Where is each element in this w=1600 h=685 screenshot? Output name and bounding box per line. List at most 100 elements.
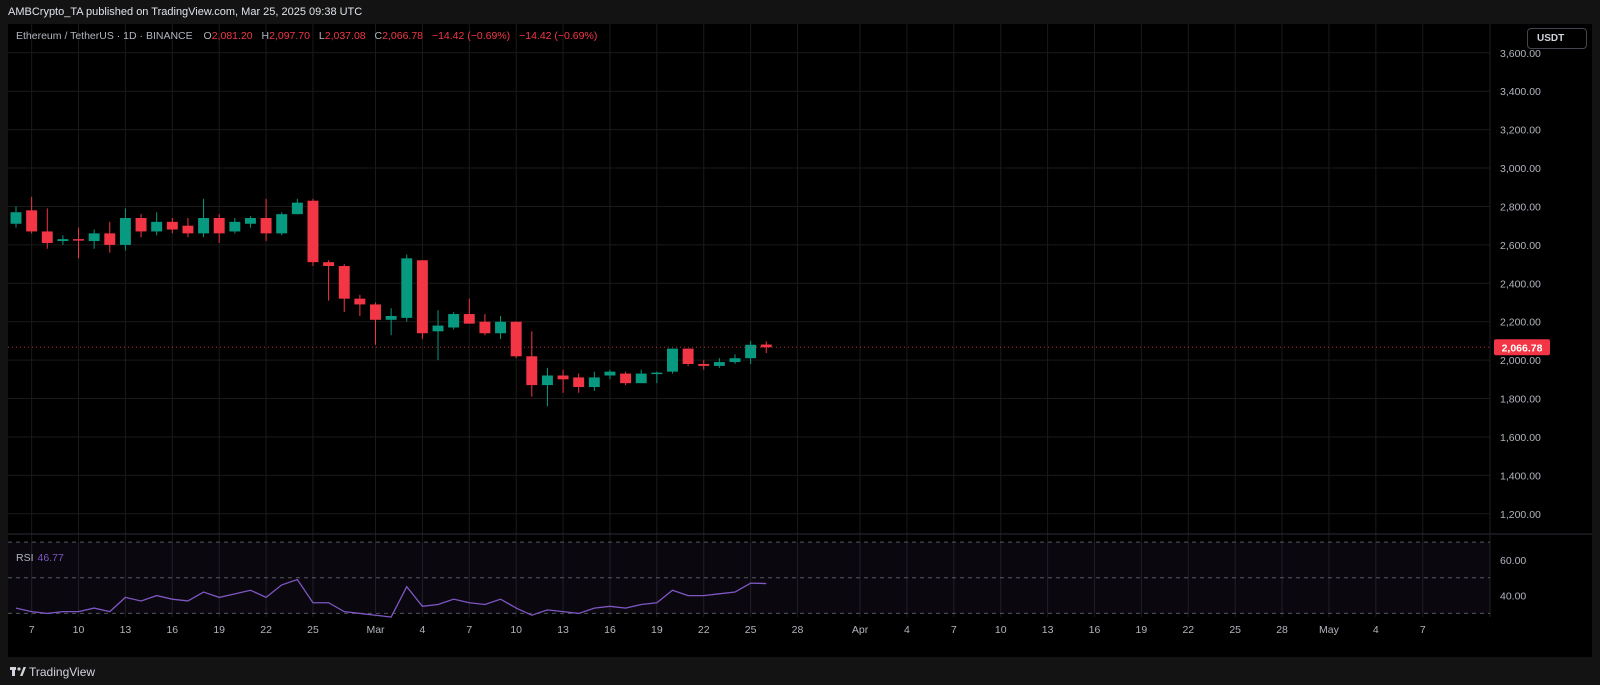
candle-up — [198, 198, 210, 238]
candle-up — [667, 348, 678, 374]
close-label: C — [374, 30, 383, 42]
low-label: L — [318, 30, 325, 42]
candle-body — [10, 212, 22, 224]
open-value: 2,081.20 — [211, 30, 253, 42]
candle-body — [510, 321, 522, 357]
time-tick-label: Mar — [366, 624, 385, 636]
rsi-tick-label: 40.00 — [1500, 591, 1526, 603]
candle-up — [745, 340, 757, 364]
candle-body — [135, 217, 147, 232]
candle-down — [213, 214, 225, 243]
candle-up — [635, 369, 647, 384]
time-tick-label: 16 — [1089, 624, 1101, 636]
rsi-bands — [8, 541, 1490, 614]
price-tick-label: 1,200.00 — [1500, 509, 1541, 521]
grid-layer — [8, 24, 1592, 617]
time-tick-label: 22 — [698, 624, 710, 636]
candle-body — [541, 375, 553, 386]
time-tick-label: 16 — [604, 624, 616, 636]
candle-body — [416, 260, 428, 334]
candle-body — [651, 372, 663, 375]
candle-up — [229, 217, 241, 234]
candle-body — [385, 315, 397, 320]
tradingview-logo[interactable]: TradingView — [10, 665, 95, 679]
candle-body — [604, 371, 616, 376]
open-label: O — [203, 30, 212, 42]
symbol-name[interactable]: Ethereum / TetherUS · 1D · BINANCE — [16, 30, 193, 42]
candle-body — [713, 362, 725, 366]
time-tick-label: 4 — [419, 624, 425, 636]
candle-body — [104, 233, 116, 245]
price-tick-label: 3,400.00 — [1500, 86, 1541, 98]
axis-labels: 1,200.00 1,400.00 1,600.00 1,800.00 2,000.00… — [29, 48, 1541, 636]
time-tick-label: 10 — [73, 624, 85, 636]
candle-up — [401, 254, 413, 322]
time-tick-label: 10 — [510, 624, 522, 636]
candle-up — [88, 229, 100, 249]
time-tick-label: 13 — [557, 624, 569, 636]
time-tick-label: 4 — [904, 624, 910, 636]
rsi-legend: RSI 46.77 — [16, 552, 64, 564]
candle-up — [588, 371, 600, 391]
candle-up — [432, 310, 444, 361]
candle-body — [401, 258, 413, 318]
candle-up — [151, 212, 163, 236]
price-tick-label: 1,400.00 — [1500, 470, 1541, 482]
footer-bar: TradingView — [0, 660, 1600, 685]
time-tick-label: 7 — [951, 624, 957, 636]
candle-body — [260, 217, 272, 234]
time-tick-label: 22 — [1182, 624, 1194, 636]
candle-down — [760, 341, 772, 354]
candle-body — [729, 358, 741, 363]
time-tick-label: 10 — [995, 624, 1007, 636]
time-tick-label: 7 — [466, 624, 472, 636]
candle-body — [182, 225, 194, 234]
candle-down — [557, 369, 569, 393]
price-tick-label: 2,600.00 — [1500, 240, 1541, 252]
candle-down — [698, 360, 710, 370]
candle-body — [667, 348, 678, 372]
candle-down — [307, 198, 319, 267]
time-tick-label: 19 — [213, 624, 225, 636]
tradingview-brand: TradingView — [29, 665, 96, 679]
candle-down — [370, 302, 381, 345]
price-tick-label: 2,200.00 — [1500, 317, 1541, 329]
candle-up — [604, 369, 616, 380]
candle-down — [104, 221, 116, 253]
candle-down — [135, 214, 147, 238]
time-tick-label: 25 — [1229, 624, 1241, 636]
candle-body — [495, 321, 507, 334]
candle-body — [41, 231, 53, 243]
candle-body — [338, 266, 350, 299]
rsi-label[interactable]: RSI — [16, 552, 34, 564]
candle-body — [198, 217, 210, 234]
time-tick-label: 4 — [1373, 624, 1379, 636]
candle-down — [416, 260, 428, 340]
candle-body — [213, 217, 225, 234]
candle-body — [463, 314, 475, 324]
change-value: −14.42 (−0.69%) — [431, 30, 511, 42]
rsi-line — [15, 578, 767, 618]
candle-body — [291, 202, 303, 215]
candle-body — [557, 375, 569, 380]
candle-body — [526, 356, 538, 386]
symbol-legend: Ethereum / TetherUS · 1D · BINANCE O2,08… — [16, 30, 603, 42]
candle-down — [166, 217, 178, 234]
candle-down — [510, 321, 522, 359]
time-tick-label: 7 — [29, 624, 35, 636]
time-tick-label: May — [1319, 624, 1340, 636]
candle-body — [760, 344, 772, 348]
candle-body — [635, 373, 647, 384]
price-tick-label: 1,800.00 — [1500, 394, 1541, 406]
candle-down — [41, 208, 53, 249]
time-tick-label: 13 — [1042, 624, 1054, 636]
currency-button[interactable]: USDT — [1527, 28, 1587, 49]
close-value: 2,066.78 — [382, 30, 424, 42]
candle-body — [151, 221, 163, 232]
candle-down — [526, 331, 538, 397]
candle-up — [448, 312, 460, 330]
time-tick-label: 7 — [1420, 624, 1426, 636]
candle-body — [682, 348, 694, 364]
candle-down — [479, 314, 491, 336]
